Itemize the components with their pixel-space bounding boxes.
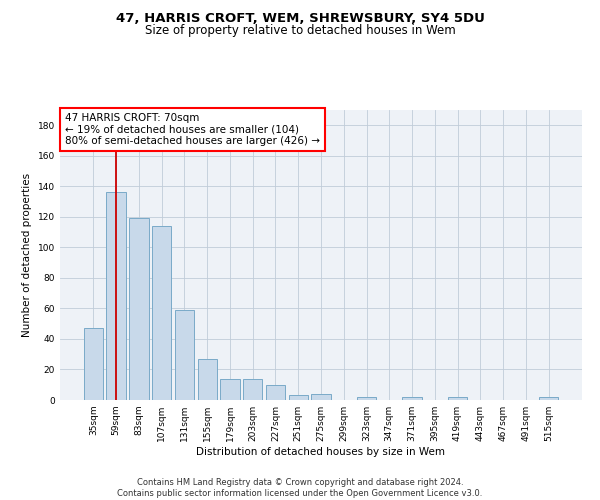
Bar [152,226,172,400]
Bar [106,192,126,400]
Text: 47 HARRIS CROFT: 70sqm
← 19% of detached houses are smaller (104)
80% of semi-de: 47 HARRIS CROFT: 70sqm ← 19% of detached… [65,113,320,146]
Bar [311,394,331,400]
Bar [266,384,285,400]
Bar [448,397,467,400]
Bar [220,378,239,400]
Bar [403,397,422,400]
Bar [197,359,217,400]
Bar [289,396,308,400]
Bar [357,397,376,400]
Bar [84,328,103,400]
Text: Contains HM Land Registry data © Crown copyright and database right 2024.
Contai: Contains HM Land Registry data © Crown c… [118,478,482,498]
Bar [243,378,262,400]
Bar [539,397,558,400]
Bar [175,310,194,400]
Y-axis label: Number of detached properties: Number of detached properties [22,173,32,337]
Text: Size of property relative to detached houses in Wem: Size of property relative to detached ho… [145,24,455,37]
Text: 47, HARRIS CROFT, WEM, SHREWSBURY, SY4 5DU: 47, HARRIS CROFT, WEM, SHREWSBURY, SY4 5… [116,12,484,26]
X-axis label: Distribution of detached houses by size in Wem: Distribution of detached houses by size … [197,447,445,457]
Bar [129,218,149,400]
